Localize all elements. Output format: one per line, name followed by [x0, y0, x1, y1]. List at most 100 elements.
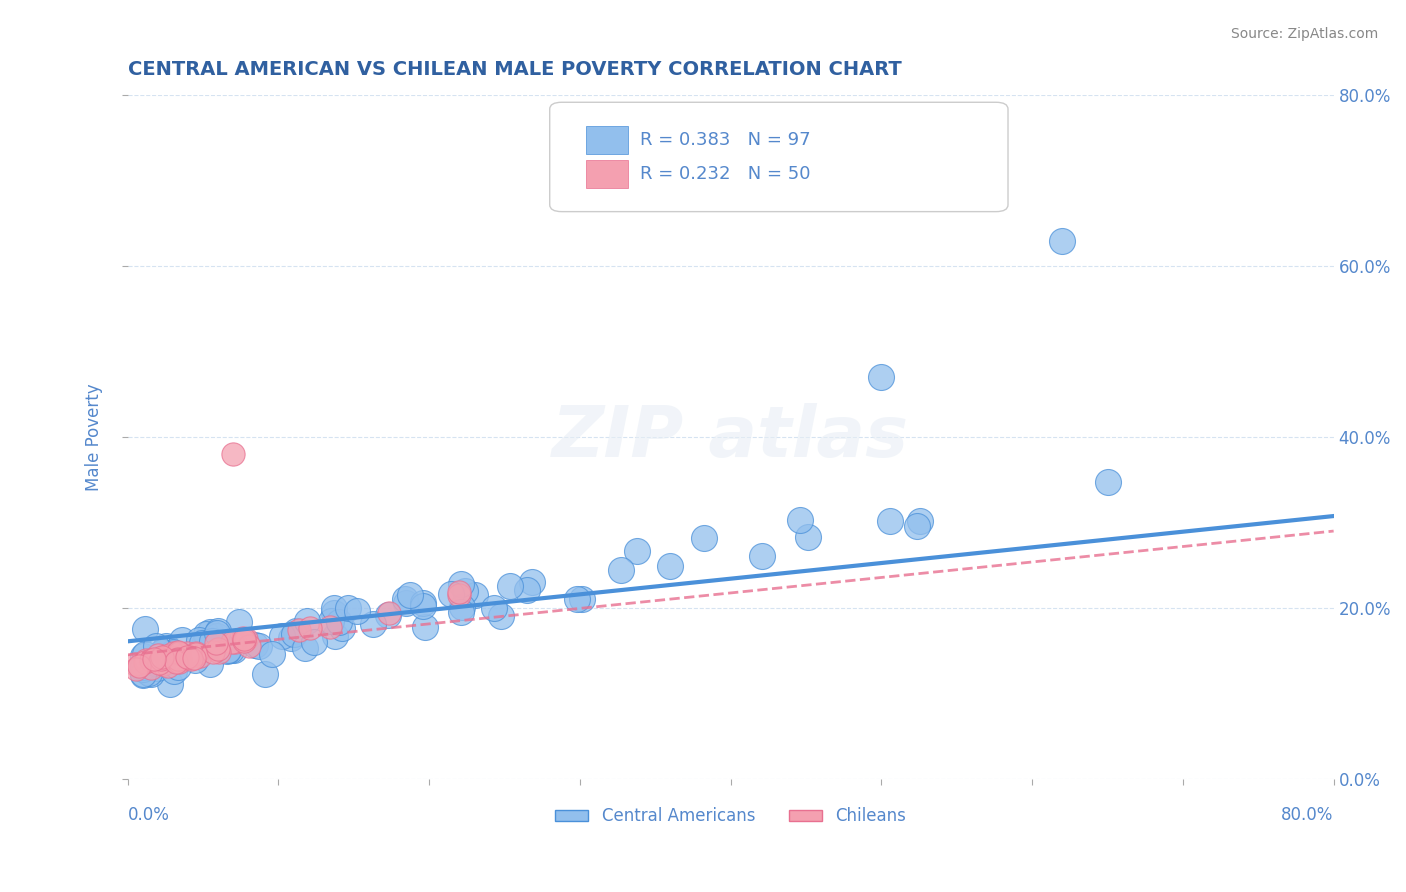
Central Americans: [222, 643, 245, 657]
Central Americans: [159, 676, 181, 690]
Central Americans: [132, 667, 155, 681]
Central Americans: [302, 635, 325, 649]
Central Americans: [499, 579, 522, 593]
Central Americans: [482, 600, 505, 615]
Chileans: [207, 645, 229, 659]
Central Americans: [188, 633, 211, 648]
Central Americans: [162, 646, 184, 660]
Central Americans: [184, 653, 207, 667]
Central Americans: [879, 514, 901, 528]
Chileans: [176, 646, 198, 660]
Central Americans: [217, 644, 239, 658]
Central Americans: [131, 657, 153, 672]
Central Americans: [284, 624, 307, 639]
Central Americans: [450, 577, 472, 591]
Text: 80.0%: 80.0%: [1281, 806, 1334, 824]
Central Americans: [201, 634, 224, 648]
Central Americans: [491, 609, 513, 624]
Central Americans: [138, 665, 160, 680]
Central Americans: [294, 640, 316, 655]
Chileans: [224, 635, 246, 649]
Central Americans: [271, 629, 294, 643]
Chileans: [146, 648, 169, 662]
Text: R = 0.383   N = 97: R = 0.383 N = 97: [640, 131, 811, 149]
Chileans: [179, 650, 201, 665]
Central Americans: [412, 599, 434, 614]
Chileans: [166, 645, 188, 659]
Central Americans: [412, 595, 434, 609]
Central Americans: [283, 627, 305, 641]
Central Americans: [394, 592, 416, 607]
Chileans: [148, 656, 170, 670]
Central Americans: [139, 666, 162, 681]
Central Americans: [361, 617, 384, 632]
Central Americans: [219, 642, 242, 657]
Chileans: [124, 657, 146, 672]
Chileans: [222, 447, 245, 461]
Chileans: [128, 658, 150, 673]
Central Americans: [450, 605, 472, 619]
Central Americans: [194, 634, 217, 648]
Text: ZIP atlas: ZIP atlas: [553, 402, 910, 472]
Central Americans: [337, 601, 360, 615]
Central Americans: [377, 607, 399, 622]
Central Americans: [567, 592, 589, 607]
Chileans: [155, 648, 177, 663]
Central Americans: [520, 575, 543, 590]
Central Americans: [198, 657, 221, 671]
Central Americans: [134, 622, 156, 636]
Central Americans: [797, 530, 820, 544]
Chileans: [449, 585, 471, 599]
Central Americans: [751, 549, 773, 563]
Central Americans: [323, 606, 346, 620]
Central Americans: [131, 660, 153, 674]
Text: 0.0%: 0.0%: [128, 806, 170, 824]
Chileans: [169, 652, 191, 666]
Central Americans: [516, 582, 538, 597]
Central Americans: [207, 624, 229, 639]
Chileans: [183, 650, 205, 665]
Central Americans: [659, 559, 682, 574]
Chileans: [167, 647, 190, 661]
Central Americans: [131, 649, 153, 664]
Central Americans: [150, 645, 173, 659]
Chileans: [139, 660, 162, 674]
Central Americans: [451, 600, 474, 615]
Chileans: [238, 639, 260, 653]
Chileans: [232, 631, 254, 645]
Central Americans: [415, 620, 437, 634]
Central Americans: [789, 513, 811, 527]
Chileans: [207, 642, 229, 657]
Chileans: [205, 635, 228, 649]
Central Americans: [571, 591, 593, 606]
FancyBboxPatch shape: [586, 126, 628, 153]
Central Americans: [907, 519, 929, 533]
Legend: Central Americans, Chileans: Central Americans, Chileans: [548, 801, 912, 832]
Chileans: [186, 647, 208, 661]
Chileans: [139, 653, 162, 667]
Central Americans: [201, 638, 224, 652]
Central Americans: [908, 514, 931, 528]
Central Americans: [155, 650, 177, 665]
Text: R = 0.232   N = 50: R = 0.232 N = 50: [640, 165, 811, 183]
Central Americans: [162, 645, 184, 659]
Central Americans: [328, 615, 350, 630]
Chileans: [162, 650, 184, 665]
Chileans: [135, 653, 157, 667]
Chileans: [142, 652, 165, 666]
Central Americans: [145, 639, 167, 653]
FancyBboxPatch shape: [550, 103, 1008, 211]
Central Americans: [170, 632, 193, 647]
Chileans: [162, 646, 184, 660]
Central Americans: [155, 639, 177, 653]
Chileans: [235, 632, 257, 647]
Central Americans: [610, 563, 633, 577]
Central Americans: [131, 658, 153, 673]
Central Americans: [150, 657, 173, 671]
Central Americans: [254, 666, 277, 681]
Chileans: [167, 651, 190, 665]
Chileans: [319, 620, 342, 634]
FancyBboxPatch shape: [586, 161, 628, 187]
Chileans: [221, 635, 243, 649]
Central Americans: [134, 647, 156, 661]
